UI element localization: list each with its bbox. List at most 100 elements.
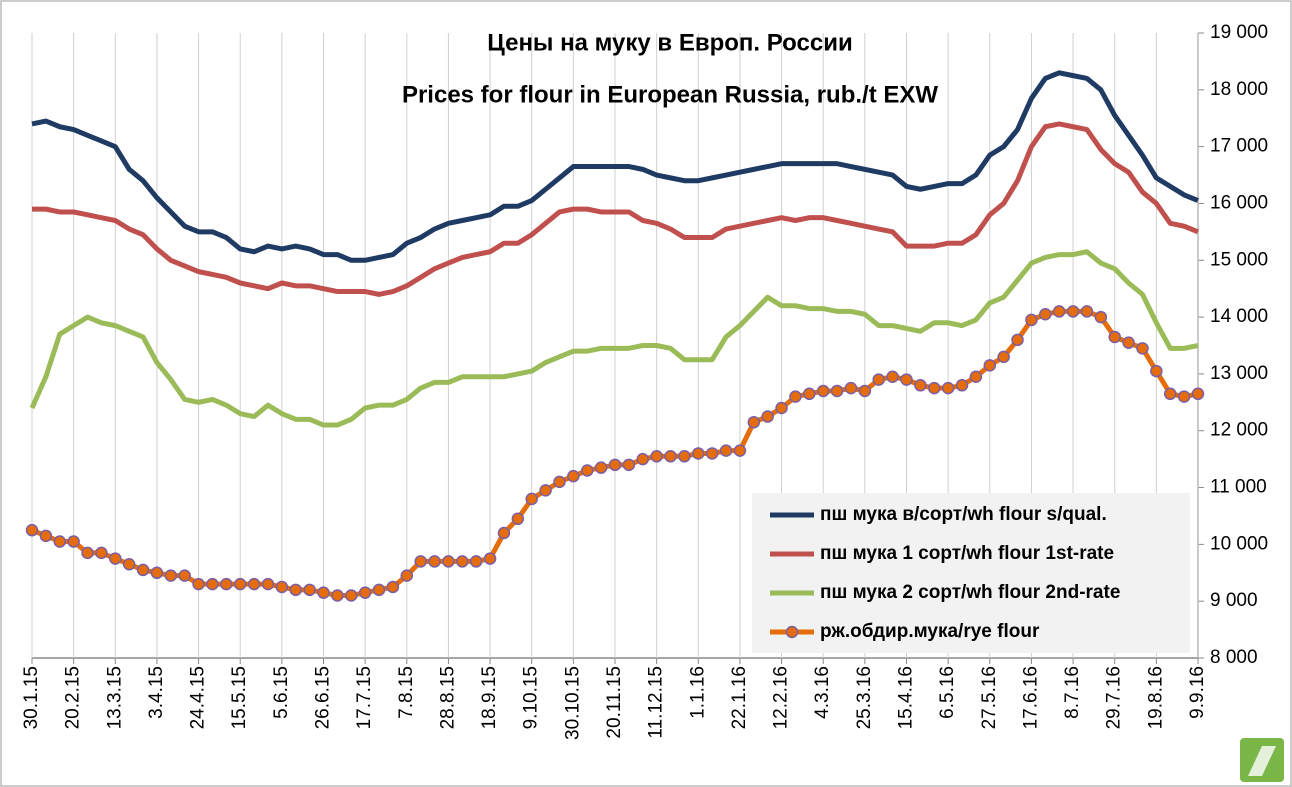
plot [25,70,1205,602]
x-tick-label: 17.7.15 [354,666,375,729]
x-tick-label: 18.9.15 [479,666,500,729]
point [622,458,636,472]
point [553,475,566,489]
point [192,577,205,591]
x-tick-label: 29.7.16 [1104,666,1125,729]
point [608,458,622,472]
point [1150,364,1163,378]
point [358,586,372,599]
x-tick-label: 26.6.15 [313,666,334,729]
point [789,390,802,403]
y-tick-label: 17 000 [1210,136,1268,157]
point [1080,305,1094,318]
x-tick-label: 27.5.16 [979,666,1000,729]
x-tick-label: 8.7.16 [1062,666,1083,719]
point [983,359,997,372]
y-tick-label: 18 000 [1210,79,1268,100]
y-tick-label: 13 000 [1210,363,1268,384]
legend-label: пш мука 1 сорт/wh flour 1st-rate [820,543,1114,564]
point [719,444,733,457]
point [95,546,108,560]
point [25,523,39,537]
point [997,350,1010,364]
x-tick-label: 11.12.15 [646,666,667,739]
x-tick-label: 5.6.15 [271,666,292,719]
point [1191,387,1205,401]
point [775,401,788,415]
point [1052,305,1066,318]
point [580,464,594,477]
point [261,577,275,591]
point [761,410,774,423]
point [178,569,191,582]
point [969,370,983,383]
y-tick-label: 15 000 [1210,249,1268,270]
series-line [29,249,1199,428]
point [1177,390,1191,403]
point [53,535,67,548]
x-tick-label: 25.3.16 [854,666,875,729]
chart-title: Цены на муку в Европ. России [487,29,852,56]
point [247,577,261,591]
point [456,555,469,568]
point [830,384,844,398]
point [594,461,608,474]
point [39,529,53,543]
legend: пш мука в/сорт/wh flour s/qual. пш мука 1… [752,493,1190,653]
point [233,577,247,591]
x-tick-label: 28.8.15 [437,666,458,729]
point [497,526,511,540]
y-tick-label: 9 000 [1210,590,1258,611]
point [317,586,330,599]
point [331,589,344,602]
point [289,583,302,597]
x-tick-label: 19.8.16 [1145,666,1166,729]
point [386,580,400,594]
legend-label: рж.обдир.мука/rye flour [820,621,1040,642]
point [1163,387,1177,401]
point [664,450,677,463]
point [428,555,441,568]
y-tick-label: 11 000 [1210,477,1267,498]
legend-label: пш мука в/сорт/wh flour s/qual. [820,504,1107,525]
point [1136,342,1149,355]
point [67,535,80,548]
x-tick-label: 24.4.15 [188,666,209,729]
point [886,370,899,383]
y-tick-label: 16 000 [1210,192,1268,213]
point [109,552,122,565]
y-tick-label: 8 000 [1210,647,1258,668]
point [650,450,663,463]
point [414,555,427,568]
x-tick-label: 9.9.16 [1187,666,1208,719]
point [747,415,761,429]
point [900,373,913,386]
x-tick-label: 9.10.15 [521,666,542,729]
grid: 8 000 9 000 10 000 11 000 12 000 13 000 14 000… [21,22,1268,740]
point [442,555,455,568]
point [858,384,872,398]
point [122,558,136,571]
point [941,381,955,395]
x-tick-label: 30.10.15 [562,666,583,740]
x-tick-label: 3.4.15 [146,666,167,719]
point [1011,333,1024,347]
point [469,555,483,568]
point [150,566,164,580]
series-line [32,121,1199,297]
point [511,512,525,526]
legend-label: пш мука 2 сорт/wh flour 2nd-rate [820,582,1120,603]
point [733,444,747,457]
point [400,569,414,582]
y-tick-label: 14 000 [1210,306,1268,327]
point [164,569,178,582]
point [1108,330,1121,344]
point [636,452,650,466]
legend-marker [785,625,799,639]
x-tick-label: 15.4.16 [896,666,917,729]
point [803,387,816,401]
point [345,589,358,602]
x-tick-label: 12.2.16 [771,666,792,729]
